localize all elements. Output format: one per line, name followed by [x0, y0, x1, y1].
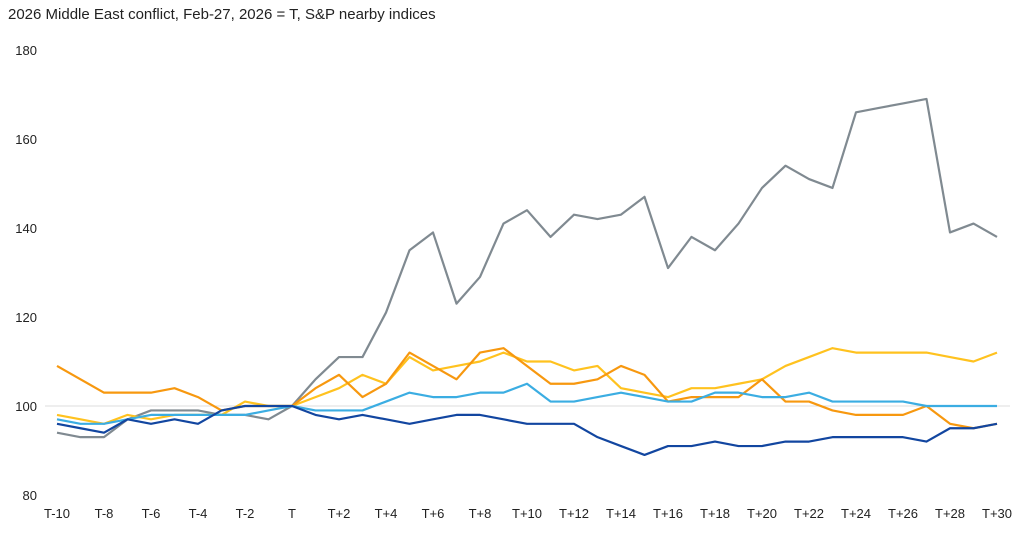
x-tick-label: T-8 — [95, 506, 114, 521]
x-tick-label: T+20 — [747, 506, 777, 521]
x-tick-label: T+4 — [375, 506, 398, 521]
x-tick-label: T+24 — [841, 506, 871, 521]
series-line-0 — [56, 97, 998, 439]
x-tick-label: T-10 — [44, 506, 70, 521]
x-tick-label: T+22 — [794, 506, 824, 521]
series-line-4 — [56, 404, 998, 457]
y-tick-label: 80 — [23, 488, 37, 503]
x-tick-label: T-2 — [236, 506, 255, 521]
y-tick-label: 120 — [15, 310, 37, 325]
x-tick-label: T+30 — [982, 506, 1012, 521]
x-tick-label: T+6 — [422, 506, 445, 521]
y-tick-label: 160 — [15, 132, 37, 147]
x-tick-label: T+10 — [512, 506, 542, 521]
series-line-3 — [56, 382, 997, 425]
x-tick-label: T+28 — [935, 506, 965, 521]
x-tick-label: T+14 — [606, 506, 636, 521]
x-tick-label: T-4 — [189, 506, 208, 521]
x-tick-label: T+2 — [328, 506, 351, 521]
x-tick-label: T+18 — [700, 506, 730, 521]
x-tick-label: T+12 — [559, 506, 589, 521]
y-tick-label: 180 — [15, 43, 37, 58]
x-tick-label: T-6 — [142, 506, 161, 521]
series-line-1 — [56, 347, 998, 425]
x-tick-label: T+16 — [653, 506, 683, 521]
y-tick-label: 140 — [15, 221, 37, 236]
x-tick-label: T+26 — [888, 506, 918, 521]
x-tick-label: T — [288, 506, 296, 521]
x-tick-label: T+8 — [469, 506, 492, 521]
y-tick-label: 100 — [15, 399, 37, 414]
chart-title: 2026 Middle East conflict, Feb-27, 2026 … — [8, 6, 436, 23]
series-line-2 — [56, 347, 998, 430]
